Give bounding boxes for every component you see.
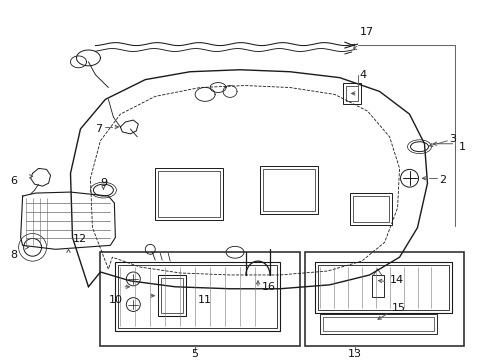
Text: 14: 14 — [389, 275, 403, 285]
Bar — [319, 314, 437, 334]
Text: 11: 11 — [198, 294, 212, 305]
Bar — [371, 275, 383, 297]
Bar — [314, 262, 451, 314]
Bar — [322, 318, 433, 331]
Text: 3: 3 — [448, 134, 455, 144]
Text: 17: 17 — [359, 27, 373, 37]
Text: 6: 6 — [11, 176, 18, 186]
Bar — [352, 196, 388, 222]
Text: 8: 8 — [11, 250, 18, 260]
Bar — [317, 265, 448, 310]
Bar — [304, 252, 464, 346]
Bar — [260, 166, 317, 214]
Bar — [161, 278, 183, 314]
Text: 10: 10 — [108, 294, 122, 305]
Text: 7: 7 — [95, 124, 102, 134]
Bar — [342, 82, 360, 104]
Text: 16: 16 — [262, 282, 275, 292]
Text: 13: 13 — [347, 349, 361, 359]
Text: 1: 1 — [457, 142, 465, 152]
Bar — [345, 86, 357, 101]
Text: 5: 5 — [191, 349, 198, 359]
Text: 15: 15 — [391, 303, 405, 314]
Bar — [263, 170, 314, 211]
Text: 12: 12 — [72, 234, 86, 244]
Bar — [118, 265, 276, 328]
Bar — [158, 275, 186, 316]
Bar — [115, 262, 279, 331]
Bar — [158, 171, 220, 217]
Bar — [100, 252, 299, 346]
Text: 2: 2 — [439, 175, 446, 185]
Bar — [349, 193, 391, 225]
Text: 9: 9 — [100, 178, 107, 188]
Text: 4: 4 — [359, 70, 366, 80]
Bar — [155, 168, 223, 220]
